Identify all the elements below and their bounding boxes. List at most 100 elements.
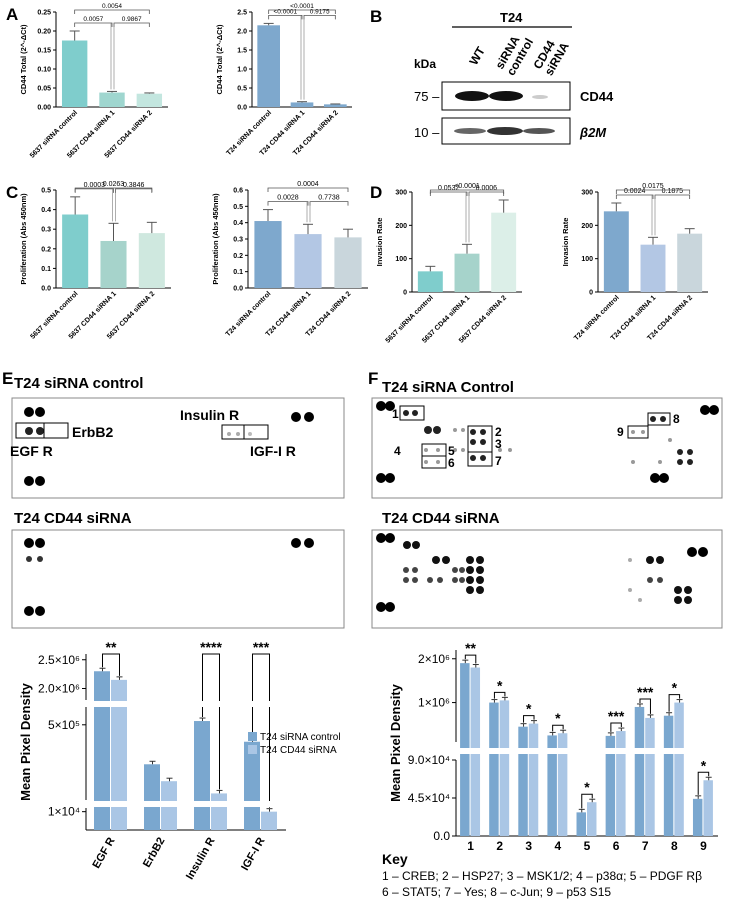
array-e-membrane-bottom (11, 529, 345, 629)
legend-label: T24 siRNA control (260, 732, 341, 743)
sig-bracket (552, 724, 564, 732)
panel-label-e: E (2, 369, 13, 388)
bar (499, 700, 510, 836)
array-spot (385, 533, 395, 543)
p-value-label: 0.0006 (476, 185, 498, 192)
array-spot (646, 556, 654, 564)
y-tick-label: 4.5×10⁴ (408, 791, 450, 805)
array-spot (638, 598, 642, 602)
legend-swatch (248, 732, 257, 741)
sig-bracket (610, 722, 622, 732)
y-tick-label: 0.0 (233, 286, 243, 293)
array-spot (650, 416, 656, 422)
blot-kda-label: kDa (414, 57, 436, 71)
array-f-membrane-bottom (371, 529, 723, 629)
bar (254, 221, 282, 288)
y-tick-label: 2.0 (237, 29, 247, 36)
array-spot (403, 577, 409, 583)
array-spot (674, 596, 682, 604)
x-tick-label: T24 CD44 siRNA 1 (265, 290, 313, 338)
y-tick-label: 0.0 (41, 286, 51, 293)
array-spot (437, 577, 443, 583)
significance-label: * (555, 710, 561, 726)
blot-lane-cd44-sirna: CD44siRNA (530, 33, 572, 78)
panel-label-a: A (6, 5, 18, 24)
y-axis-label: Mean Pixel Density (18, 682, 33, 801)
sig-bracket (464, 654, 477, 664)
p-value-label: 0.1875 (662, 188, 684, 195)
array-spot (453, 448, 457, 452)
array-spot (466, 556, 474, 564)
array-spot (660, 416, 666, 422)
y-tick-label: 0.3 (41, 227, 51, 234)
x-tick-label: 4 (555, 839, 562, 853)
y-tick-label: 0.5 (41, 188, 51, 195)
array-f-title-bottom: T24 CD44 siRNA (382, 510, 500, 527)
bar (136, 93, 163, 107)
array-spot (376, 401, 386, 411)
y-tick-label: 1.0 (237, 67, 247, 74)
sig-bracket (113, 22, 150, 27)
axis-break (80, 801, 286, 807)
array-e-title-bottom: T24 CD44 siRNA (14, 510, 132, 527)
p-value-label: <0.0001 (273, 8, 297, 15)
array-spot (476, 576, 484, 584)
y-tick-label: 0 (589, 290, 593, 297)
array-spot (628, 558, 632, 562)
western-blot: T24 kDa WT siRNAcontrol CD44siRNA 75 – 1… (414, 10, 614, 145)
array-spot (436, 460, 440, 464)
array-spot (403, 541, 411, 549)
significance-label: * (497, 677, 503, 693)
array-spot (480, 439, 486, 445)
y-tick-label: 0.5 (237, 86, 247, 93)
array-spot (677, 449, 683, 455)
y-tick-label: 0.4 (41, 207, 51, 214)
sig-bracket (581, 793, 593, 809)
array-spot (674, 586, 682, 594)
y-axis-label: Mean Pixel Density (388, 683, 403, 802)
array-spot (424, 460, 428, 464)
y-tick-label: 0.5 (233, 204, 243, 211)
bar (603, 211, 629, 292)
y-tick-label: 2.5 (237, 10, 247, 17)
y-tick-label: 2.0×10⁶ (38, 682, 80, 696)
array-spot (709, 405, 719, 415)
p-value-label: 0.0024 (624, 188, 646, 195)
y-tick-label: 2.5×10⁶ (38, 653, 80, 667)
bar (547, 735, 557, 836)
y-tick-label: 0 (403, 290, 407, 297)
array-e-label-igfr: IGF-I R (250, 443, 296, 459)
bar (576, 812, 586, 836)
bar (489, 702, 499, 836)
array-spot (453, 428, 457, 432)
bar (605, 735, 616, 836)
sig-bracket (267, 201, 309, 206)
array-f-label-4: 4 (394, 444, 401, 458)
array-e-membrane-top (11, 397, 345, 499)
sig-bracket (309, 201, 349, 206)
sig-bracket (102, 653, 120, 676)
array-spot (385, 401, 395, 411)
y-tick-label: 0.3 (233, 237, 243, 244)
y-tick-label: 1.5 (237, 48, 247, 55)
y-tick-label: 0.2 (41, 246, 51, 253)
p-value-label: 0.0003 (84, 182, 106, 189)
array-spot (508, 448, 512, 452)
bar (61, 40, 88, 107)
array-blot-f: T24 siRNA Control 1 2 3 4 5 6 7 8 9 T24 … (371, 379, 723, 629)
significance-label: ** (106, 639, 117, 655)
array-spot (470, 439, 476, 445)
legend-swatch (248, 745, 257, 754)
array-spot (452, 567, 458, 573)
y-tick-label: 1×10⁶ (418, 696, 450, 710)
bar (111, 679, 127, 830)
bar (261, 811, 277, 830)
bar (211, 793, 227, 830)
sig-bracket (639, 698, 651, 714)
p-value-label: 0.0028 (277, 195, 299, 202)
x-tick-label: EGF R (90, 835, 117, 870)
array-spot (403, 567, 409, 573)
y-tick-label: 1×10⁴ (48, 805, 80, 819)
